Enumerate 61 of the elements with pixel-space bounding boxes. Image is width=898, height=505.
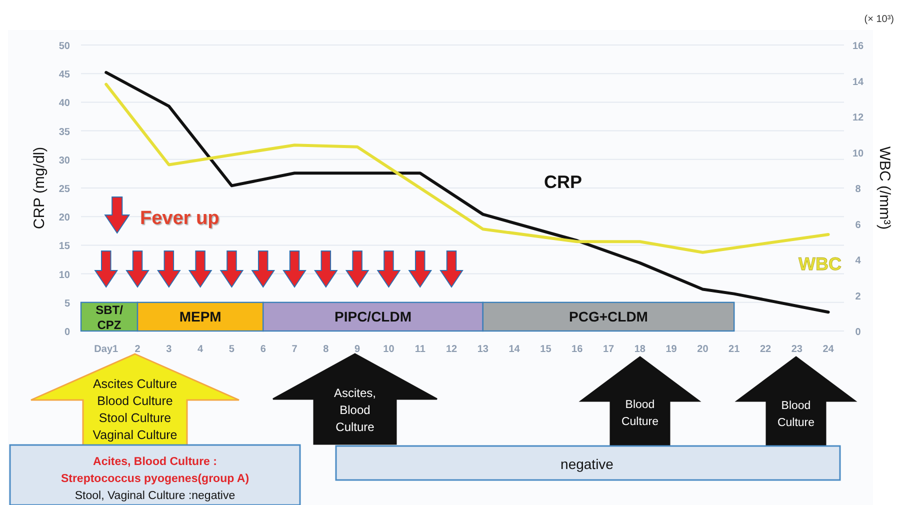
x-tick-label: 24: [822, 344, 834, 355]
y2-tick-label: 10: [852, 148, 864, 160]
y2-tick-label: 14: [852, 76, 864, 88]
annotation: Fever up: [140, 208, 220, 229]
x-tick-label: 16: [572, 344, 584, 355]
x-tick-label: 14: [508, 344, 520, 355]
y-tick-label: 0: [64, 327, 70, 338]
y2-tick-label: 2: [855, 291, 862, 302]
x-tick-label: 7: [292, 344, 298, 355]
band-label: PIPC/CLDM: [334, 308, 412, 325]
y2-tick-label: 8: [855, 184, 862, 195]
y2-tick-label: 0: [855, 327, 862, 338]
x-tick-label: 2: [134, 344, 141, 355]
x-tick-label: Day1: [94, 344, 119, 355]
x-tick-label: 18: [634, 344, 646, 355]
x-tick-label: 5: [228, 344, 235, 355]
text: negative: [560, 456, 614, 472]
y2-tick-label: 6: [855, 220, 862, 231]
y-tick-label: 10: [58, 270, 70, 281]
text: Blood Culture: [777, 400, 815, 429]
band-label: PCG+CLDM: [569, 308, 648, 325]
band-label: MEPM: [179, 308, 222, 325]
y-tick-label: 50: [58, 41, 70, 52]
text: CRP: [544, 172, 582, 192]
x-tick-label: 13: [477, 344, 489, 355]
y-tick-label: 15: [58, 241, 70, 252]
series-label: WBC: [798, 254, 842, 274]
y-tick-label: 45: [58, 70, 70, 81]
line-series: [104, 82, 830, 254]
text: (× 10³): [864, 14, 894, 25]
text: Ascites Culture Blood Culture Stool Culture Vaginal Culture: [92, 377, 178, 442]
y-tick-label: 40: [58, 98, 70, 110]
x-tick-label: 8: [323, 344, 330, 355]
x-tick-label: 21: [728, 344, 740, 355]
x-tick-label: 4: [198, 344, 204, 355]
x-tick-label: 23: [791, 344, 803, 355]
x-tick-label: 12: [446, 344, 458, 355]
x-tick-label: 15: [540, 344, 552, 355]
y-tick-label: 30: [58, 155, 70, 166]
x-tick-label: 22: [760, 344, 772, 355]
text: Ascites, Blood Culture: [334, 386, 376, 434]
x-tick-label: 11: [414, 344, 426, 355]
y-tick-label: 5: [64, 298, 70, 310]
band-label: SBT/ CPZ: [96, 303, 124, 332]
x-tick-label: 3: [166, 344, 172, 355]
y-tick-label: 25: [58, 184, 70, 195]
y2-tick-label: 12: [852, 112, 864, 124]
text: Blood Culture: [621, 399, 659, 428]
y2-axis-title: WBC (/mm³): [876, 146, 893, 230]
text: Acites, Blood Culture : Streptococcus pyogenes(group A) Stool, Vaginal Culture :negative: [60, 456, 250, 502]
y2-tick-label: 4: [855, 256, 862, 266]
x-tick-label: 19: [666, 344, 678, 355]
x-tick-label: 6: [260, 344, 266, 355]
x-tick-label: 10: [383, 344, 395, 355]
y-tick-label: 35: [58, 126, 70, 138]
x-tick-label: 17: [602, 344, 615, 355]
y2-tick-label: 16: [852, 41, 864, 52]
y-axis-title: CRP (mg/dl): [31, 146, 48, 230]
x-tick-label: 20: [697, 344, 709, 355]
y-tick-label: 20: [58, 212, 70, 224]
x-tick-label: 9: [354, 344, 361, 355]
